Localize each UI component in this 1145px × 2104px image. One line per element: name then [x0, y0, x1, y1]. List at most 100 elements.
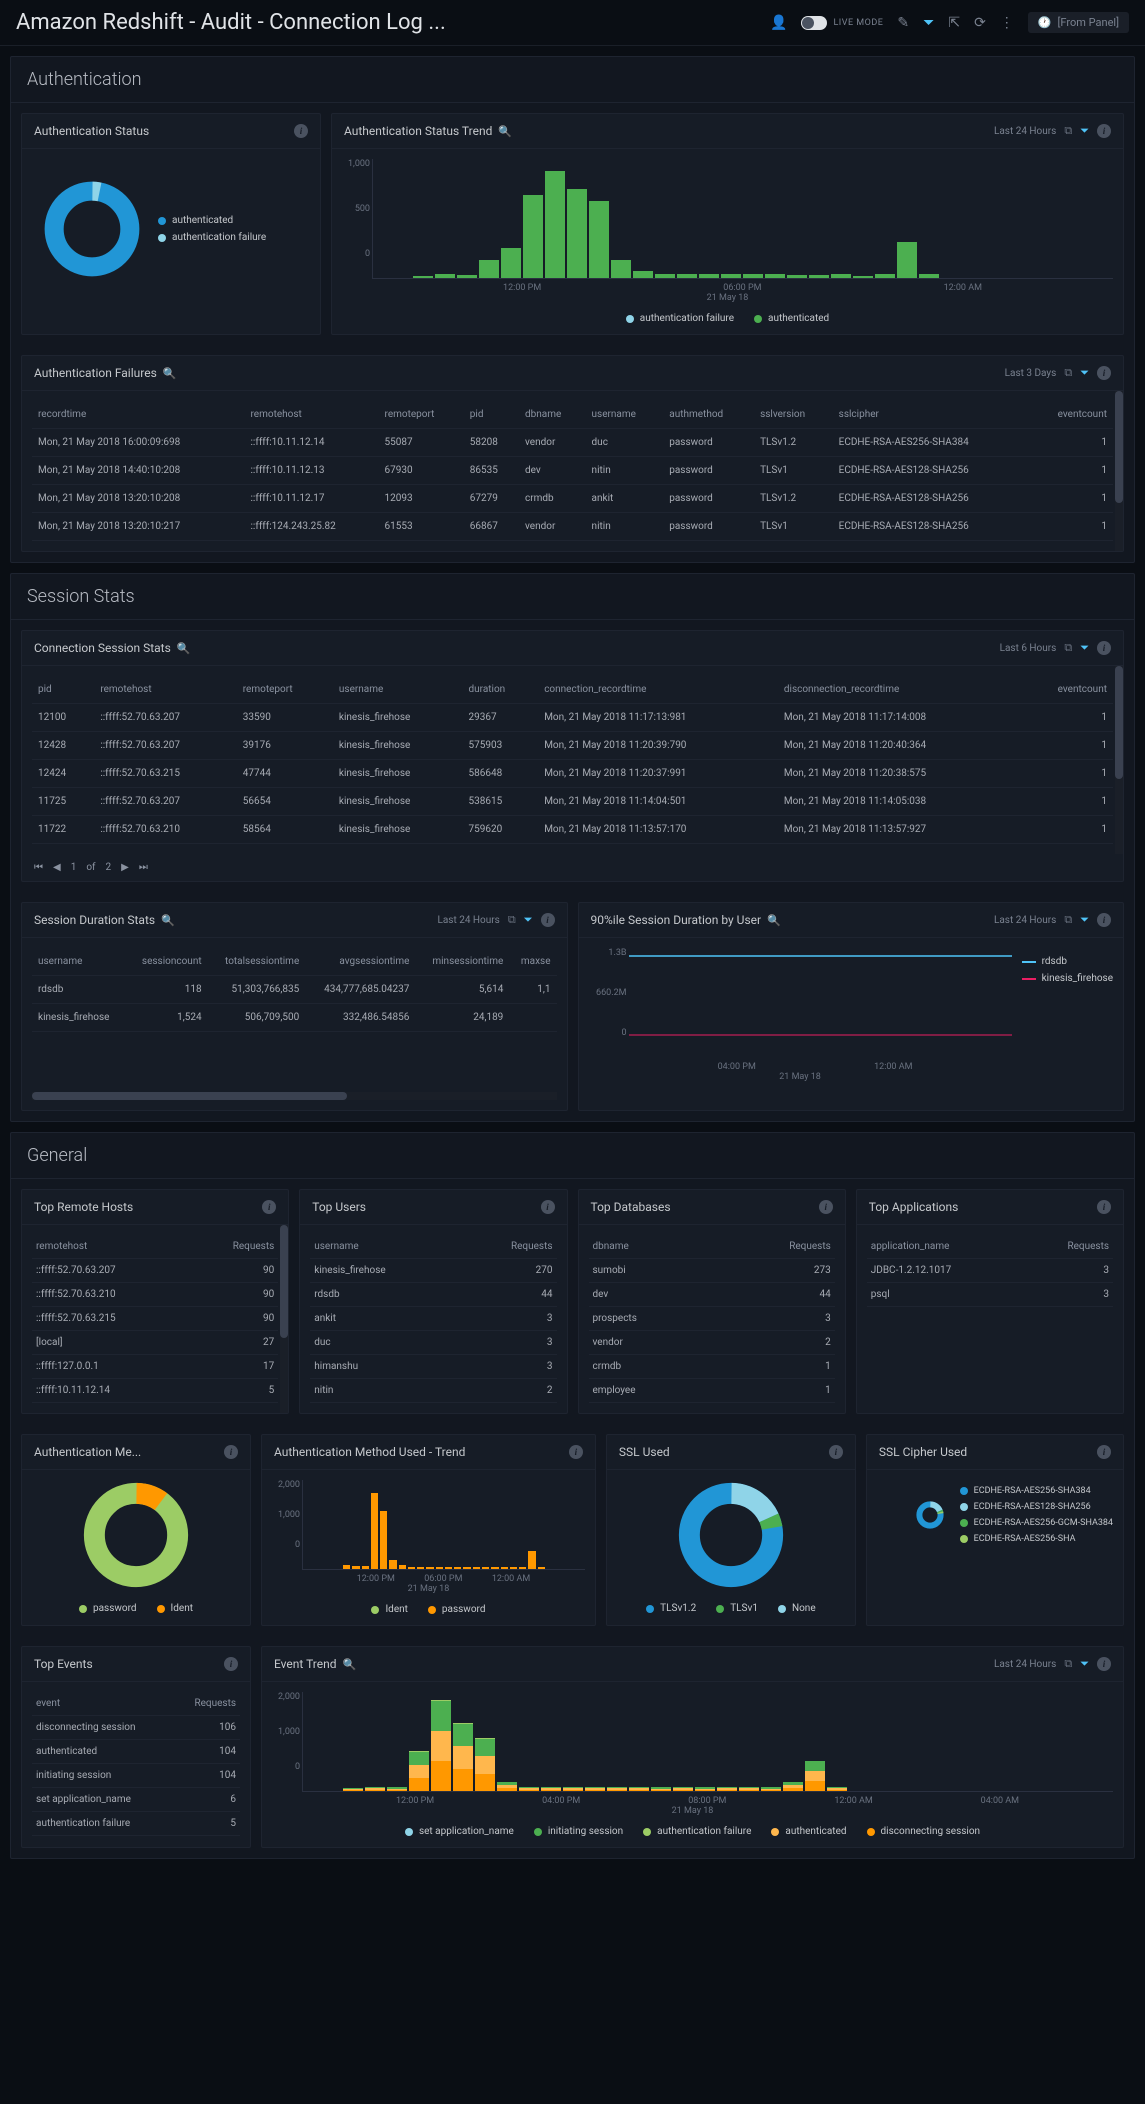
info-icon[interactable]: i — [569, 1445, 583, 1459]
copy-icon[interactable]: ⧉ — [1064, 913, 1072, 927]
table-row[interactable]: himanshu3 — [310, 1355, 556, 1379]
edit-icon[interactable]: ✎ — [897, 15, 909, 31]
table-row[interactable]: sumobi273 — [589, 1259, 835, 1283]
table-row[interactable]: 11722::ffff:52.70.63.21058564kinesis_fir… — [32, 816, 1113, 844]
magnify-icon[interactable]: 🔍 — [163, 367, 177, 380]
col-header[interactable]: sslversion — [754, 401, 833, 429]
table-row[interactable]: vendor2 — [589, 1331, 835, 1355]
legend-item[interactable]: authentication failure — [643, 1826, 751, 1837]
col-header[interactable]: recordtime — [32, 401, 245, 429]
col-header[interactable]: Requests — [715, 1235, 835, 1259]
info-icon[interactable]: i — [541, 913, 555, 927]
col-header[interactable]: remoteport — [237, 676, 333, 704]
filter-icon[interactable]: ⏷ — [923, 15, 934, 31]
legend-item[interactable]: set application_name — [405, 1826, 514, 1837]
col-header[interactable]: Requests — [462, 1235, 557, 1259]
col-header[interactable]: username — [32, 948, 126, 976]
legend-item[interactable]: rdsdb — [1022, 956, 1113, 967]
table-row[interactable]: authenticated104 — [32, 1740, 240, 1764]
legend-item[interactable]: TLSv1 — [716, 1603, 758, 1614]
magnify-icon[interactable]: 🔍 — [343, 1658, 357, 1671]
filter-icon[interactable]: ⏷ — [524, 913, 533, 927]
col-header[interactable]: Requests — [1025, 1235, 1113, 1259]
table-row[interactable]: ::ffff:10.11.12.145 — [32, 1379, 278, 1403]
col-header[interactable]: application_name — [867, 1235, 1025, 1259]
table-row[interactable]: authentication failure5 — [32, 1812, 240, 1836]
legend-item[interactable]: Ident — [157, 1603, 193, 1614]
table-row[interactable]: disconnecting session106 — [32, 1716, 240, 1740]
col-header[interactable]: remotehost — [94, 676, 236, 704]
col-header[interactable]: totalsessiontime — [208, 948, 306, 976]
magnify-icon[interactable]: 🔍 — [161, 914, 175, 927]
filter-icon[interactable]: ⏷ — [1080, 641, 1089, 655]
legend-item[interactable]: authentication failure — [158, 232, 266, 243]
table-row[interactable]: kinesis_firehose270 — [310, 1259, 556, 1283]
more-icon[interactable]: ⋮ — [1000, 15, 1014, 31]
table-row[interactable]: employee1 — [589, 1379, 835, 1403]
copy-icon[interactable]: ⧉ — [1064, 641, 1072, 655]
table-row[interactable]: prospects3 — [589, 1307, 835, 1331]
info-icon[interactable]: i — [294, 124, 308, 138]
col-header[interactable]: duration — [462, 676, 538, 704]
table-row[interactable]: ::ffff:52.70.63.21090 — [32, 1283, 278, 1307]
time-range-pill[interactable]: 🕐 [From Panel] — [1028, 12, 1129, 33]
col-header[interactable]: dbname — [519, 401, 586, 429]
col-header[interactable]: eventcount — [1028, 401, 1113, 429]
table-row[interactable]: 12428::ffff:52.70.63.20739176kinesis_fir… — [32, 732, 1113, 760]
col-header[interactable]: Requests — [174, 1692, 240, 1716]
table-row[interactable]: rdsdb11851,303,766,835434,777,685.042375… — [32, 976, 557, 1004]
info-icon[interactable]: i — [541, 1200, 555, 1214]
refresh-icon[interactable]: ⟳ — [974, 15, 986, 31]
copy-icon[interactable]: ⧉ — [1064, 124, 1072, 138]
table-row[interactable]: psql3 — [867, 1283, 1113, 1307]
info-icon[interactable]: i — [1097, 1657, 1111, 1671]
col-header[interactable]: remotehost — [32, 1235, 189, 1259]
col-header[interactable]: minsessiontime — [415, 948, 509, 976]
pager-last[interactable]: ⏭ — [139, 862, 148, 873]
legend-item[interactable]: Ident — [371, 1604, 407, 1615]
col-header[interactable]: username — [310, 1235, 462, 1259]
col-header[interactable]: avgsessiontime — [305, 948, 415, 976]
info-icon[interactable]: i — [1097, 641, 1111, 655]
table-row[interactable]: Mon, 21 May 2018 16:00:09:698::ffff:10.1… — [32, 429, 1113, 457]
info-icon[interactable]: i — [1097, 124, 1111, 138]
pager-first[interactable]: ⏮ — [34, 862, 43, 873]
legend-item[interactable]: None — [778, 1603, 816, 1614]
col-header[interactable]: pid — [464, 401, 519, 429]
live-mode-toggle[interactable]: LIVE MODE — [801, 16, 883, 30]
col-header[interactable]: event — [32, 1692, 174, 1716]
info-icon[interactable]: i — [262, 1200, 276, 1214]
col-header[interactable]: eventcount — [1018, 676, 1113, 704]
col-header[interactable]: authmethod — [663, 401, 754, 429]
info-icon[interactable]: i — [224, 1445, 238, 1459]
filter-icon[interactable]: ⏷ — [1080, 366, 1089, 380]
col-header[interactable]: username — [586, 401, 664, 429]
magnify-icon[interactable]: 🔍 — [498, 125, 512, 138]
table-row[interactable]: kinesis_firehose1,524506,709,500332,486.… — [32, 1004, 557, 1032]
magnify-icon[interactable]: 🔍 — [177, 642, 191, 655]
info-icon[interactable]: i — [1097, 1445, 1111, 1459]
table-row[interactable]: ::ffff:127.0.0.117 — [32, 1355, 278, 1379]
table-row[interactable]: Mon, 21 May 2018 13:20:10:208::ffff:10.1… — [32, 485, 1113, 513]
table-row[interactable]: ::ffff:52.70.63.21590 — [32, 1307, 278, 1331]
scrollbar-vertical[interactable] — [1115, 666, 1123, 854]
table-row[interactable]: rdsdb44 — [310, 1283, 556, 1307]
info-icon[interactable]: i — [224, 1657, 238, 1671]
col-header[interactable]: sslcipher — [833, 401, 1029, 429]
info-icon[interactable]: i — [1097, 366, 1111, 380]
copy-icon[interactable]: ⧉ — [508, 913, 516, 927]
legend-item[interactable]: ECDHE-RSA-AES128-SHA256 — [960, 1502, 1113, 1512]
table-row[interactable]: [local]27 — [32, 1331, 278, 1355]
table-row[interactable]: 12424::ffff:52.70.63.21547744kinesis_fir… — [32, 760, 1113, 788]
share-icon[interactable]: ⇱ — [948, 15, 960, 31]
col-header[interactable]: Requests — [189, 1235, 278, 1259]
magnify-icon[interactable]: 🔍 — [767, 914, 781, 927]
col-header[interactable]: connection_recordtime — [538, 676, 778, 704]
col-header[interactable]: pid — [32, 676, 94, 704]
scrollbar-horizontal[interactable] — [32, 1092, 557, 1100]
col-header[interactable]: remoteport — [379, 401, 464, 429]
scrollbar-vertical[interactable] — [280, 1225, 288, 1413]
info-icon[interactable]: i — [829, 1445, 843, 1459]
col-header[interactable]: dbname — [589, 1235, 716, 1259]
col-header[interactable]: remotehost — [245, 401, 379, 429]
